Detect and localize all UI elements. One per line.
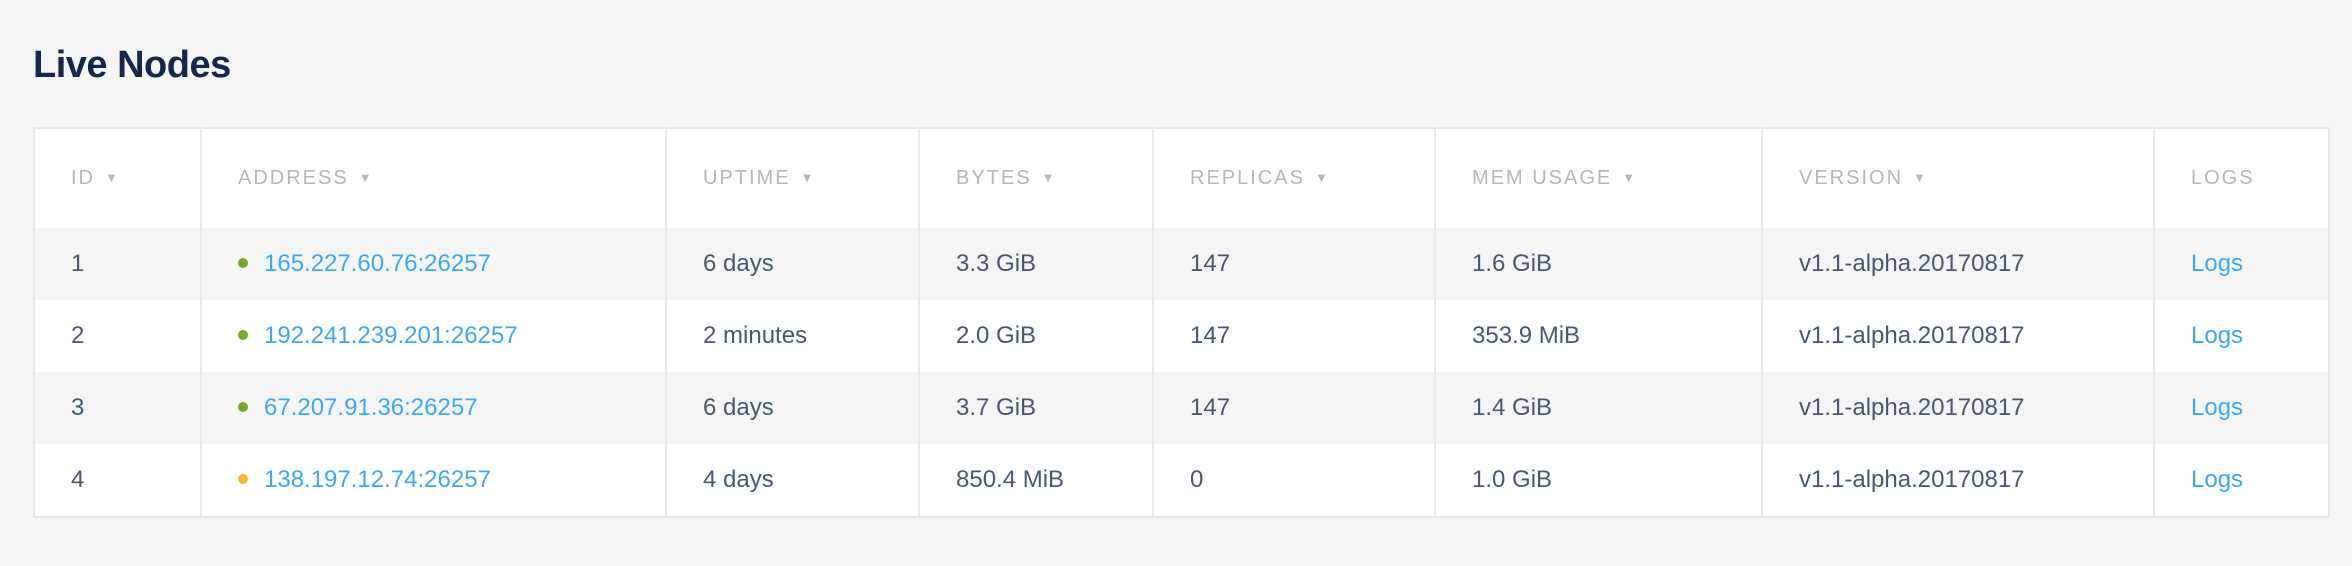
column-header-id[interactable]: ID ▼ — [34, 128, 201, 228]
logs-link[interactable]: Logs — [2191, 466, 2244, 493]
cell-version: v1.1-alpha.20170817 — [1761, 444, 2154, 517]
column-header-bytes[interactable]: BYTES ▼ — [918, 128, 1153, 228]
logs-link[interactable]: Logs — [2191, 322, 2244, 349]
cell-bytes: 850.4 MiB — [918, 444, 1153, 517]
column-header-logs: LOGS — [2153, 128, 2329, 228]
column-header-version[interactable]: VERSION ▼ — [1761, 128, 2154, 228]
status-dot-icon — [238, 402, 248, 412]
cell-address: 138.197.12.74:26257 — [200, 444, 666, 517]
table-row: 3 67.207.91.36:26257 6 days 3.7 GiB 147 1.4 G… — [34, 372, 2329, 444]
cell-address: 192.241.239.201:26257 — [200, 300, 666, 372]
cell-bytes: 3.7 GiB — [918, 372, 1153, 444]
logs-link[interactable]: Logs — [2191, 394, 2244, 421]
cell-version: v1.1-alpha.20170817 — [1761, 372, 2154, 444]
node-address-link[interactable]: 138.197.12.74:26257 — [264, 466, 491, 493]
cell-id: 1 — [34, 228, 201, 300]
cell-bytes: 3.3 GiB — [918, 228, 1153, 300]
node-address-link[interactable]: 165.227.60.76:26257 — [264, 250, 491, 277]
column-header-label: ADDRESS — [238, 167, 349, 189]
cell-uptime: 2 minutes — [665, 300, 919, 372]
cell-replicas: 147 — [1152, 372, 1435, 444]
column-header-label: UPTIME — [703, 167, 791, 189]
sort-caret-down-icon[interactable]: ▼ — [1041, 170, 1055, 185]
table-row: 2 192.241.239.201:26257 2 minutes 2.0 GiB 14… — [34, 300, 2329, 372]
sort-caret-down-icon[interactable]: ▼ — [358, 170, 372, 185]
column-header-label: BYTES — [956, 167, 1032, 189]
page-title: Live Nodes — [33, 44, 231, 86]
column-header-address[interactable]: ADDRESS ▼ — [200, 128, 666, 228]
sort-caret-down-icon[interactable]: ▼ — [1913, 170, 1926, 185]
cell-id: 4 — [71, 466, 85, 493]
column-header-label: MEM USAGE — [1472, 167, 1613, 189]
cell-version: v1.1-alpha.20170817 — [1761, 228, 2154, 300]
table-body: 1 165.227.60.76:26257 6 days 3.3 GiB 147 1.6 … — [34, 228, 2329, 517]
cell-uptime: 6 days — [665, 228, 919, 300]
cell-logs: Logs — [2153, 372, 2329, 444]
column-header-mem-usage[interactable]: MEM USAGE ▼ — [1434, 128, 1762, 228]
sort-caret-down-icon[interactable]: ▼ — [800, 170, 814, 185]
cell-logs: Logs — [2153, 444, 2329, 517]
cell-mem-usage: 353.9 MiB — [1434, 300, 1762, 372]
cell-replicas: 147 — [1152, 300, 1435, 372]
column-header-uptime[interactable]: UPTIME ▼ — [665, 128, 919, 228]
table-row: 4 138.197.12.74:26257 4 days 850.4 MiB 0 1.0 … — [34, 444, 2329, 517]
live-nodes-table: ID ▼ ADDRESS ▼ UPTIME ▼ BYTES ▼ REPLICAS ▼ MEM USA… — [33, 127, 2330, 518]
column-header-replicas[interactable]: REPLICAS ▼ — [1152, 128, 1435, 228]
cell-logs: Logs — [2153, 300, 2329, 372]
cell-address: 67.207.91.36:26257 — [200, 372, 666, 444]
cell-id: 3 — [34, 372, 201, 444]
logs-link[interactable]: Logs — [2191, 250, 2244, 277]
sort-caret-down-icon[interactable]: ▼ — [1314, 170, 1328, 185]
cell-mem-usage: 1.0 GiB — [1434, 444, 1762, 517]
cell-uptime: 6 days — [665, 372, 919, 444]
column-header-label: VERSION — [1799, 167, 1904, 189]
sort-caret-down-icon[interactable]: ▼ — [1622, 170, 1636, 185]
sort-caret-down-icon[interactable]: ▼ — [105, 170, 118, 185]
table-header-row: ID ▼ ADDRESS ▼ UPTIME ▼ BYTES ▼ REPLICAS ▼ MEM USA… — [34, 128, 2329, 228]
cell-address: 165.227.60.76:26257 — [200, 228, 666, 300]
cell-logs: Logs — [2153, 228, 2329, 300]
cell-mem-usage: 1.6 GiB — [1434, 228, 1762, 300]
cell-replicas: 147 — [1152, 228, 1435, 300]
cell-uptime: 4 days — [665, 444, 919, 517]
cell-id: 2 — [71, 322, 85, 349]
status-dot-icon — [238, 474, 248, 484]
status-dot-icon — [238, 258, 248, 268]
column-header-label: ID — [71, 167, 95, 189]
node-address-link[interactable]: 67.207.91.36:26257 — [264, 394, 478, 421]
column-header-label: REPLICAS — [1190, 167, 1305, 189]
cell-version: v1.1-alpha.20170817 — [1761, 300, 2154, 372]
cell-replicas: 0 — [1152, 444, 1435, 517]
column-header-label: LOGS — [2191, 167, 2255, 189]
table-row: 1 165.227.60.76:26257 6 days 3.3 GiB 147 1.6 … — [34, 228, 2329, 300]
node-address-link[interactable]: 192.241.239.201:26257 — [264, 322, 518, 349]
cell-mem-usage: 1.4 GiB — [1434, 372, 1762, 444]
cell-bytes: 2.0 GiB — [918, 300, 1153, 372]
status-dot-icon — [238, 330, 248, 340]
